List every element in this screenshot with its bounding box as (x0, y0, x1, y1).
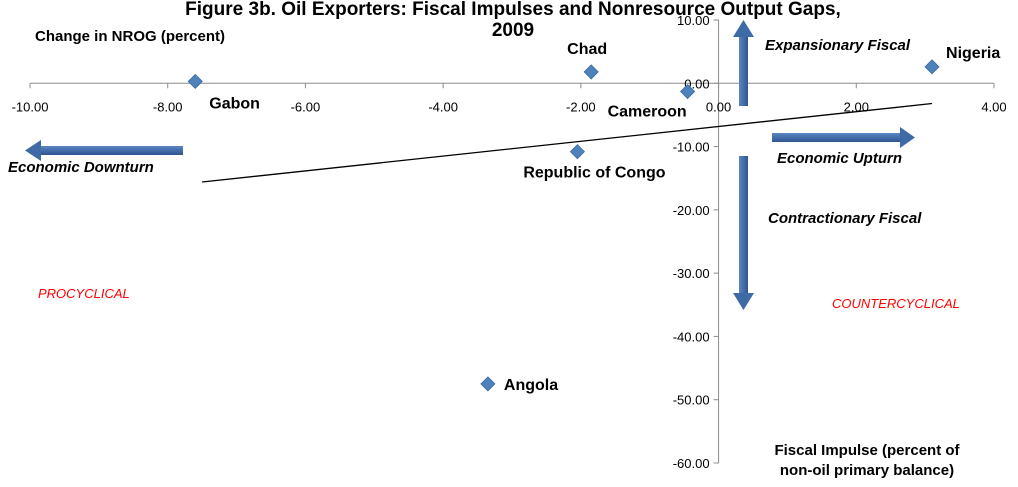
y-tick-label: -50.00 (673, 393, 710, 408)
y-tick-label: -40.00 (673, 329, 710, 344)
x-axis-ticks: -10.00 -8.00 -6.00 -4.00 -2.00 0.00 2.00 4.00 (12, 83, 1007, 114)
chart-title-line1: Figure 3b. Oil Exporters: Fiscal Impulse… (185, 0, 841, 20)
economic-downturn-label: Economic Downturn (8, 159, 154, 176)
contractionary-arrow (733, 156, 754, 310)
procyclical-label: PROCYCLICAL (38, 286, 130, 301)
point-cameroon (680, 83, 696, 100)
countercyclical-label: COUNTERCYCLICAL (832, 296, 960, 311)
point-chad (583, 64, 599, 80)
x-tick-label: -8.00 (153, 99, 183, 114)
x-tick-label: 4.00 (981, 99, 1006, 114)
point-label-republic-of-congo: Republic of Congo (523, 165, 665, 182)
y-tick-label: -60.00 (673, 456, 710, 471)
point-label-angola: Angola (504, 377, 558, 394)
axes (30, 20, 994, 463)
y-axis-title-line1: Fiscal Impulse (percent of (774, 442, 960, 459)
economic-upturn-arrow (772, 127, 915, 148)
point-label-gabon: Gabon (209, 95, 260, 112)
economic-downturn-arrow (25, 140, 183, 161)
point-gabon (187, 73, 203, 89)
point-label-nigeria: Nigeria (946, 45, 1000, 62)
point-label-cameroon: Cameroon (608, 104, 687, 121)
point-label-chad: Chad (567, 41, 607, 58)
expansionary-fiscal-label: Expansionary Fiscal (765, 37, 911, 54)
expansionary-arrow (733, 20, 754, 106)
y-axis-ticks: 10.000.00-10.00-20.00-30.00-40.00-50.00-… (673, 13, 719, 471)
contractionary-fiscal-label: Contractionary Fiscal (768, 210, 922, 227)
point-republic-of-congo (569, 144, 585, 160)
point-angola (480, 376, 496, 392)
y-tick-label: 10.00 (677, 13, 710, 28)
point-nigeria (924, 59, 940, 75)
x-tick-label: -4.00 (428, 99, 458, 114)
x-tick-label: -6.00 (291, 99, 321, 114)
x-tick-label: -2.00 (566, 99, 596, 114)
y-tick-label: -20.00 (673, 203, 710, 218)
data-points: Gabon Chad Cameroon Nigeria Republic of Cong… (187, 41, 1000, 394)
x-axis-title: Change in NROG (percent) (35, 28, 225, 45)
economic-upturn-label: Economic Upturn (777, 150, 902, 167)
x-tick-label: 0.00 (706, 99, 731, 114)
y-axis-title-line2: non-oil primary balance) (780, 462, 954, 479)
trendline (202, 102, 933, 183)
chart-title-line2: 2009 (492, 20, 534, 41)
y-tick-label: -30.00 (673, 266, 710, 281)
y-tick-label: -10.00 (673, 140, 710, 155)
x-tick-label: -10.00 (12, 99, 49, 114)
